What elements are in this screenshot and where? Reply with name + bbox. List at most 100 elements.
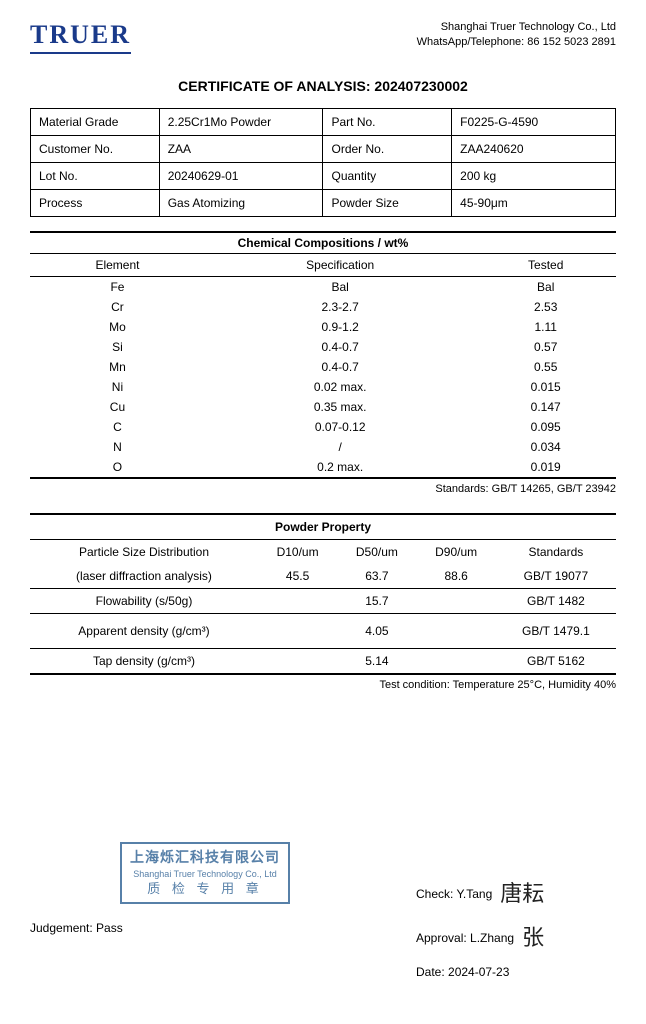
doc-title: CERTIFICATE OF ANALYSIS: 202407230002 [30,78,616,94]
info-cell: Powder Size [323,190,452,217]
date-value: 2024-07-23 [448,965,509,979]
d10-value: 45.5 [258,564,337,589]
chem-cell: Cu [30,397,205,417]
header: TRUER Shanghai Truer Technology Co., Ltd… [30,20,616,54]
flow-value: 15.7 [337,589,416,614]
company-name: Shanghai Truer Technology Co., Ltd [417,20,616,35]
info-cell: Part No. [323,109,452,136]
chem-cell: C [30,417,205,437]
chem-row: O0.2 max.0.019 [30,457,616,478]
chem-h-element: Element [30,254,205,277]
chem-cell: Mn [30,357,205,377]
chem-cell: Ni [30,377,205,397]
info-cell: 45-90μm [452,190,616,217]
std-header: Standards [496,540,616,565]
d50-value: 63.7 [337,564,416,589]
info-row: Customer No.ZAAOrder No.ZAA240620 [31,136,616,163]
flow-std: GB/T 1482 [496,589,616,614]
info-cell: F0225-G-4590 [452,109,616,136]
company-info: Shanghai Truer Technology Co., Ltd Whats… [417,20,616,51]
info-row: Lot No.20240629-01Quantity200 kg [31,163,616,190]
chem-cell: 0.4-0.7 [205,337,475,357]
test-condition-note: Test condition: Temperature 25°C, Humidi… [30,679,616,691]
chem-table: Chemical Compositions / wt% Element Spec… [30,231,616,479]
chem-cell: 0.147 [475,397,616,417]
stamp-cn: 上海烁汇科技有限公司 [130,848,280,868]
chem-cell: Bal [475,277,616,298]
chem-cell: 0.02 max. [205,377,475,397]
chem-row: Mn0.4-0.70.55 [30,357,616,377]
chem-cell: 0.9-1.2 [205,317,475,337]
info-cell: Customer No. [31,136,160,163]
d90-header: D90/um [417,540,496,565]
stamp-cn2: 质 检 专 用 章 [130,880,280,898]
check-signature: 唐耘 [500,872,544,916]
chem-cell: Fe [30,277,205,298]
info-row: ProcessGas AtomizingPowder Size45-90μm [31,190,616,217]
info-cell: ZAA [159,136,323,163]
approval-name: L.Zhang [470,931,514,945]
chem-cell: Cr [30,297,205,317]
info-cell: 200 kg [452,163,616,190]
chem-cell: 0.015 [475,377,616,397]
chem-row: Mo0.9-1.21.11 [30,317,616,337]
approval-signature: 张 [522,916,544,960]
company-contact: WhatsApp/Telephone: 86 152 5023 2891 [417,35,616,50]
info-cell: Quantity [323,163,452,190]
prop-title: Powder Property [30,514,616,540]
chem-cell: Bal [205,277,475,298]
chem-cell: 0.4-0.7 [205,357,475,377]
flow-label: Flowability (s/50g) [30,589,258,614]
chem-cell: 1.11 [475,317,616,337]
prop-table: Powder Property Particle Size Distributi… [30,513,616,675]
check-label: Check: [416,887,456,901]
judgement-label: Judgement: [30,921,96,935]
d50-header: D50/um [337,540,416,565]
info-table: Material Grade2.25Cr1Mo PowderPart No.F0… [30,108,616,217]
chem-h-tested: Tested [475,254,616,277]
td-value: 5.14 [337,649,416,675]
d10-header: D10/um [258,540,337,565]
info-cell: 2.25Cr1Mo Powder [159,109,323,136]
chem-row: Cu0.35 max.0.147 [30,397,616,417]
chem-cell: Mo [30,317,205,337]
chem-row: Si0.4-0.70.57 [30,337,616,357]
ad-value: 4.05 [337,614,416,649]
psd-std: GB/T 19077 [496,564,616,589]
chem-cell: 0.034 [475,437,616,457]
chem-cell: N [30,437,205,457]
chem-cell: Si [30,337,205,357]
chem-cell: 0.57 [475,337,616,357]
chem-title: Chemical Compositions / wt% [30,232,616,254]
chem-h-spec: Specification [205,254,475,277]
chem-row: Ni0.02 max.0.015 [30,377,616,397]
chem-row: Cr2.3-2.72.53 [30,297,616,317]
chem-row: N/0.034 [30,437,616,457]
chem-row: FeBalBal [30,277,616,298]
footer: Judgement: Pass 上海烁汇科技有限公司 Shanghai True… [30,872,616,984]
judgement: Judgement: Pass [30,921,123,935]
signature-block: Check: Y.Tang 唐耘 Approval: L.Zhang 张 Dat… [416,872,616,984]
ad-label: Apparent density (g/cm³) [30,614,258,649]
info-cell: ZAA240620 [452,136,616,163]
chem-cell: O [30,457,205,478]
info-cell: Order No. [323,136,452,163]
qc-stamp: 上海烁汇科技有限公司 Shanghai Truer Technology Co.… [120,842,290,904]
date-label: Date: [416,965,448,979]
chem-cell: 0.55 [475,357,616,377]
chem-cell: 0.2 max. [205,457,475,478]
check-name: Y.Tang [456,887,492,901]
chem-cell: 0.019 [475,457,616,478]
chem-cell: 2.3-2.7 [205,297,475,317]
chem-cell: 0.07-0.12 [205,417,475,437]
chem-row: C0.07-0.120.095 [30,417,616,437]
chem-cell: 0.35 max. [205,397,475,417]
psd-label1: Particle Size Distribution [30,540,258,565]
info-cell: 20240629-01 [159,163,323,190]
logo: TRUER [30,20,131,54]
info-cell: Material Grade [31,109,160,136]
td-label: Tap density (g/cm³) [30,649,258,675]
info-cell: Process [31,190,160,217]
stamp-en: Shanghai Truer Technology Co., Ltd [130,868,280,881]
chem-cell: / [205,437,475,457]
